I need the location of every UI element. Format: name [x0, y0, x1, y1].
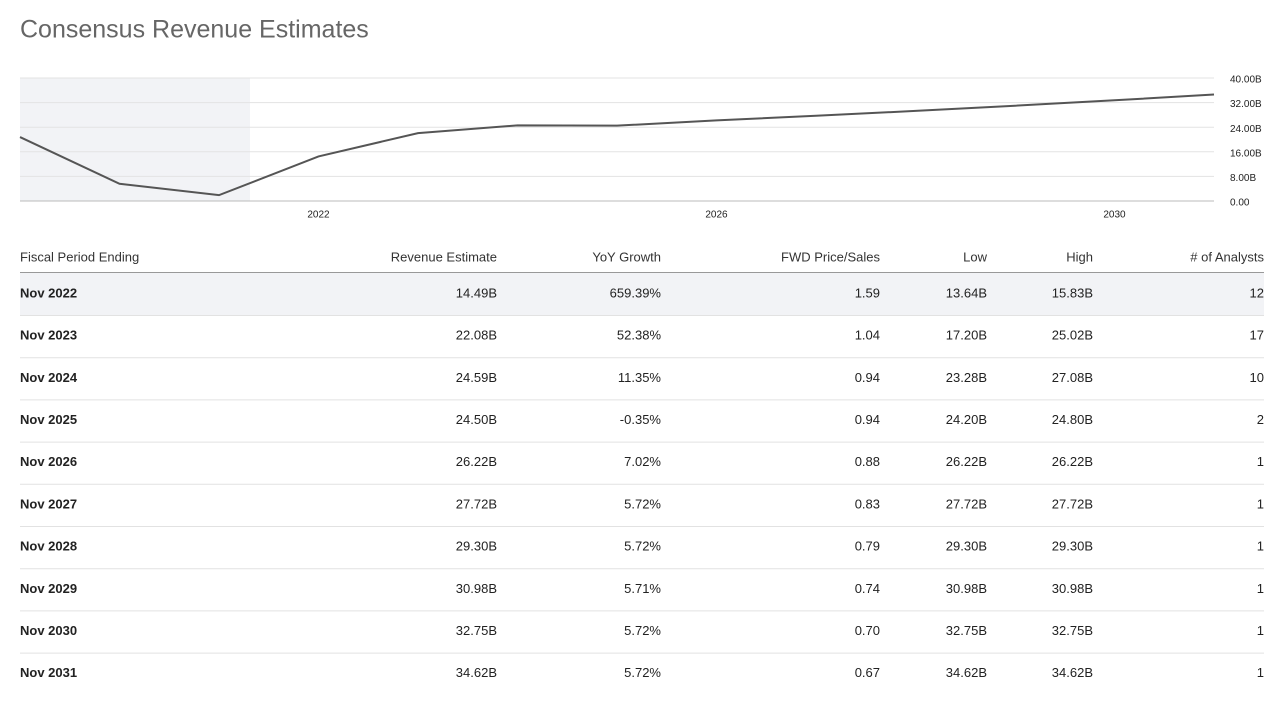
- x-tick-label: 2030: [1103, 210, 1126, 221]
- period-label: Nov 2028: [20, 539, 77, 554]
- cell: 0.67: [855, 665, 880, 680]
- cell: 0.79: [855, 539, 880, 554]
- cell: 52.38%: [617, 328, 662, 343]
- cell: 5.72%: [624, 496, 661, 511]
- column-header: YoY Growth: [592, 249, 661, 264]
- period-label: Nov 2025: [20, 412, 77, 427]
- cell: 1: [1257, 454, 1264, 469]
- cell: 17: [1250, 328, 1264, 343]
- cell: 10: [1250, 370, 1264, 385]
- cell: 1.04: [855, 328, 880, 343]
- cell: 34.62B: [456, 665, 497, 680]
- cell: 15.83B: [1052, 285, 1093, 300]
- cell: 29.30B: [456, 539, 497, 554]
- cell: 24.20B: [946, 412, 987, 427]
- cell: 7.02%: [624, 454, 661, 469]
- cell: 12: [1250, 285, 1264, 300]
- cell: 11.35%: [618, 370, 662, 385]
- cell: 5.72%: [624, 623, 661, 638]
- cell: 30.98B: [1052, 581, 1093, 596]
- cell: 659.39%: [610, 285, 662, 300]
- cell: 0.83: [855, 496, 880, 511]
- cell: 1: [1257, 623, 1264, 638]
- cell: 24.50B: [456, 412, 497, 427]
- column-header: Fiscal Period Ending: [20, 249, 139, 264]
- column-header: Low: [963, 249, 987, 264]
- history-shade: [20, 78, 250, 201]
- cell: 1: [1257, 539, 1264, 554]
- cell: 26.22B: [946, 454, 987, 469]
- cell: 27.72B: [946, 496, 987, 511]
- cell: 0.94: [855, 412, 880, 427]
- cell: 34.62B: [1052, 665, 1093, 680]
- row-highlight: [20, 273, 1264, 315]
- cell: 17.20B: [946, 328, 987, 343]
- period-label: Nov 2024: [20, 370, 78, 385]
- cell: 32.75B: [946, 623, 987, 638]
- revenue-line: [19, 93, 1215, 197]
- y-tick-label: 32.00B: [1230, 99, 1262, 110]
- cell: 5.71%: [624, 581, 661, 596]
- cell: 23.28B: [946, 370, 987, 385]
- cell: 22.08B: [456, 328, 497, 343]
- cell: 1: [1257, 496, 1264, 511]
- cell: 25.02B: [1052, 328, 1093, 343]
- page-title: Consensus Revenue Estimates: [20, 16, 369, 44]
- period-label: Nov 2031: [20, 665, 77, 680]
- cell: 14.49B: [456, 285, 497, 300]
- cell: 27.08B: [1052, 370, 1093, 385]
- cell: 32.75B: [456, 623, 497, 638]
- y-tick-label: 8.00B: [1230, 173, 1256, 184]
- cell: 32.75B: [1052, 623, 1093, 638]
- cell: 1: [1257, 665, 1264, 680]
- cell: 24.59B: [456, 370, 497, 385]
- x-tick-label: 2026: [705, 210, 728, 221]
- cell: 5.72%: [624, 665, 661, 680]
- cell: 29.30B: [1052, 539, 1093, 554]
- cell: 0.94: [855, 370, 880, 385]
- column-header: Revenue Estimate: [391, 249, 497, 264]
- x-tick-label: 2022: [307, 210, 330, 221]
- y-tick-label: 16.00B: [1230, 148, 1262, 159]
- cell: -0.35%: [620, 412, 662, 427]
- y-tick-label: 40.00B: [1230, 75, 1262, 86]
- cell: 26.22B: [456, 454, 497, 469]
- period-label: Nov 2027: [20, 496, 77, 511]
- cell: 24.80B: [1052, 412, 1093, 427]
- cell: 5.72%: [624, 539, 661, 554]
- cell: 30.98B: [946, 581, 987, 596]
- column-header: FWD Price/Sales: [781, 249, 880, 264]
- cell: 30.98B: [456, 581, 497, 596]
- cell: 0.70: [855, 623, 880, 638]
- column-header: High: [1066, 249, 1093, 264]
- y-tick-label: 0.00: [1230, 198, 1250, 209]
- period-label: Nov 2026: [20, 454, 77, 469]
- period-label: Nov 2023: [20, 328, 77, 343]
- period-label: Nov 2022: [20, 285, 77, 300]
- cell: 29.30B: [946, 539, 987, 554]
- cell: 26.22B: [1052, 454, 1093, 469]
- cell: 1.59: [855, 285, 880, 300]
- period-label: Nov 2030: [20, 623, 77, 638]
- cell: 27.72B: [456, 496, 497, 511]
- cell: 1: [1257, 581, 1264, 596]
- y-tick-label: 24.00B: [1230, 124, 1262, 135]
- cell: 0.88: [855, 454, 880, 469]
- cell: 2: [1257, 412, 1264, 427]
- cell: 0.74: [855, 581, 880, 596]
- period-label: Nov 2029: [20, 581, 77, 596]
- cell: 27.72B: [1052, 496, 1093, 511]
- cell: 34.62B: [946, 665, 987, 680]
- cell: 13.64B: [946, 285, 987, 300]
- column-header: # of Analysts: [1190, 249, 1264, 264]
